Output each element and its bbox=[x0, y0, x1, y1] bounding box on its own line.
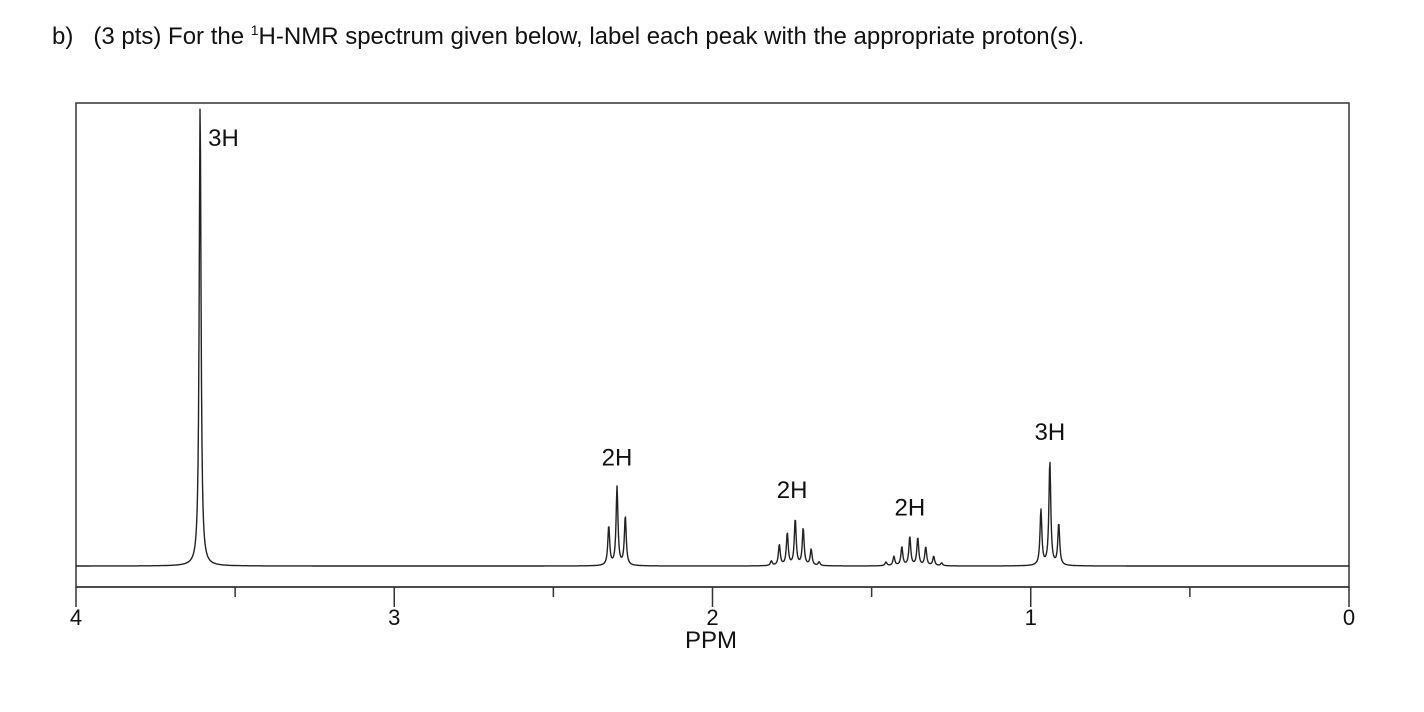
peak-label: 3H bbox=[1035, 419, 1066, 446]
question-rest: H-NMR spectrum given below, label each p… bbox=[258, 23, 1085, 50]
question-prefix: For the bbox=[168, 23, 245, 50]
peak-label: 3H bbox=[208, 125, 239, 152]
tick-label: 1 bbox=[1025, 605, 1037, 630]
question-points: (3 pts) bbox=[93, 23, 162, 50]
peak-labels: 3H 2H 2H 2H 3H bbox=[208, 125, 1065, 521]
peak-label: 2H bbox=[602, 444, 633, 471]
x-axis-label: PPM bbox=[685, 627, 737, 654]
tick-label: 0 bbox=[1343, 605, 1355, 630]
question-text: b) (3 pts) For the 1H-NMR spectrum given… bbox=[52, 22, 1084, 51]
tick-label: 3 bbox=[388, 605, 400, 630]
peak-label: 2H bbox=[894, 494, 925, 521]
tick-label: 4 bbox=[70, 605, 82, 630]
x-axis-ticks: 4 3 2 1 0 bbox=[70, 587, 1355, 630]
tick-label: 2 bbox=[706, 605, 718, 630]
question-superscript: 1 bbox=[250, 22, 259, 38]
spectrum-line bbox=[75, 108, 1350, 567]
plot-frame bbox=[75, 102, 1350, 588]
question-part: b) bbox=[52, 23, 74, 50]
peak-label: 2H bbox=[777, 477, 808, 504]
